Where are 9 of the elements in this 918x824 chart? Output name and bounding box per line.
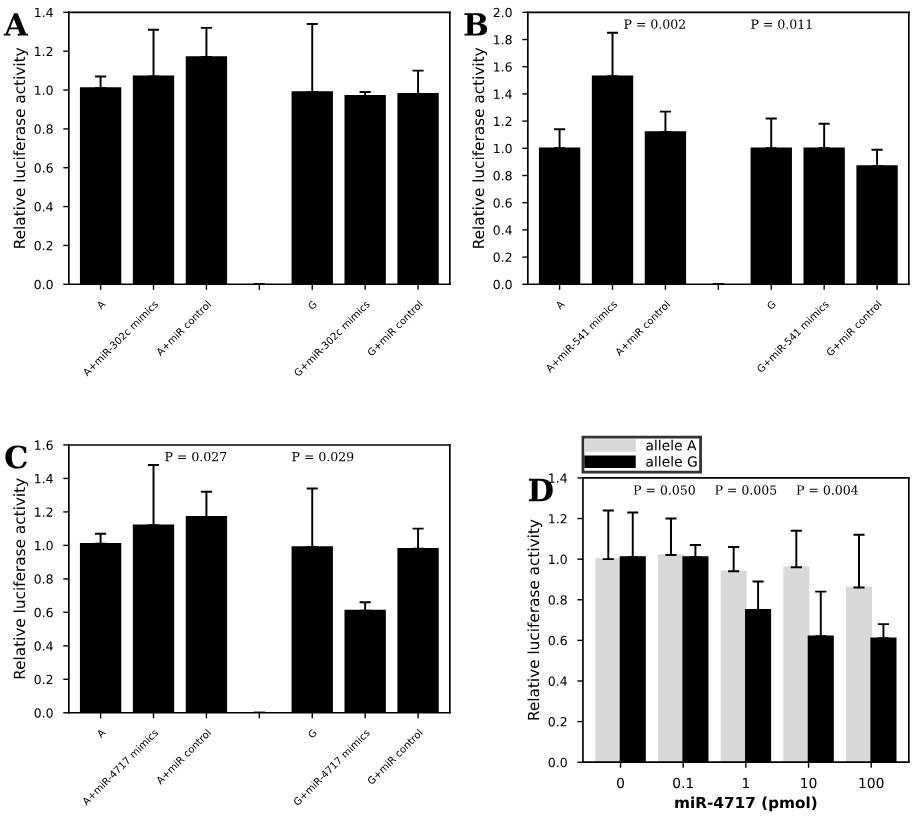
bar (783, 566, 810, 763)
bar (845, 586, 873, 763)
chart-title: B (464, 13, 488, 36)
bar (720, 570, 747, 763)
chart-title: C (5, 445, 27, 469)
bar (595, 558, 622, 763)
chart-title: A (3, 13, 29, 36)
bar (657, 554, 685, 763)
chart-title: D (528, 478, 553, 502)
